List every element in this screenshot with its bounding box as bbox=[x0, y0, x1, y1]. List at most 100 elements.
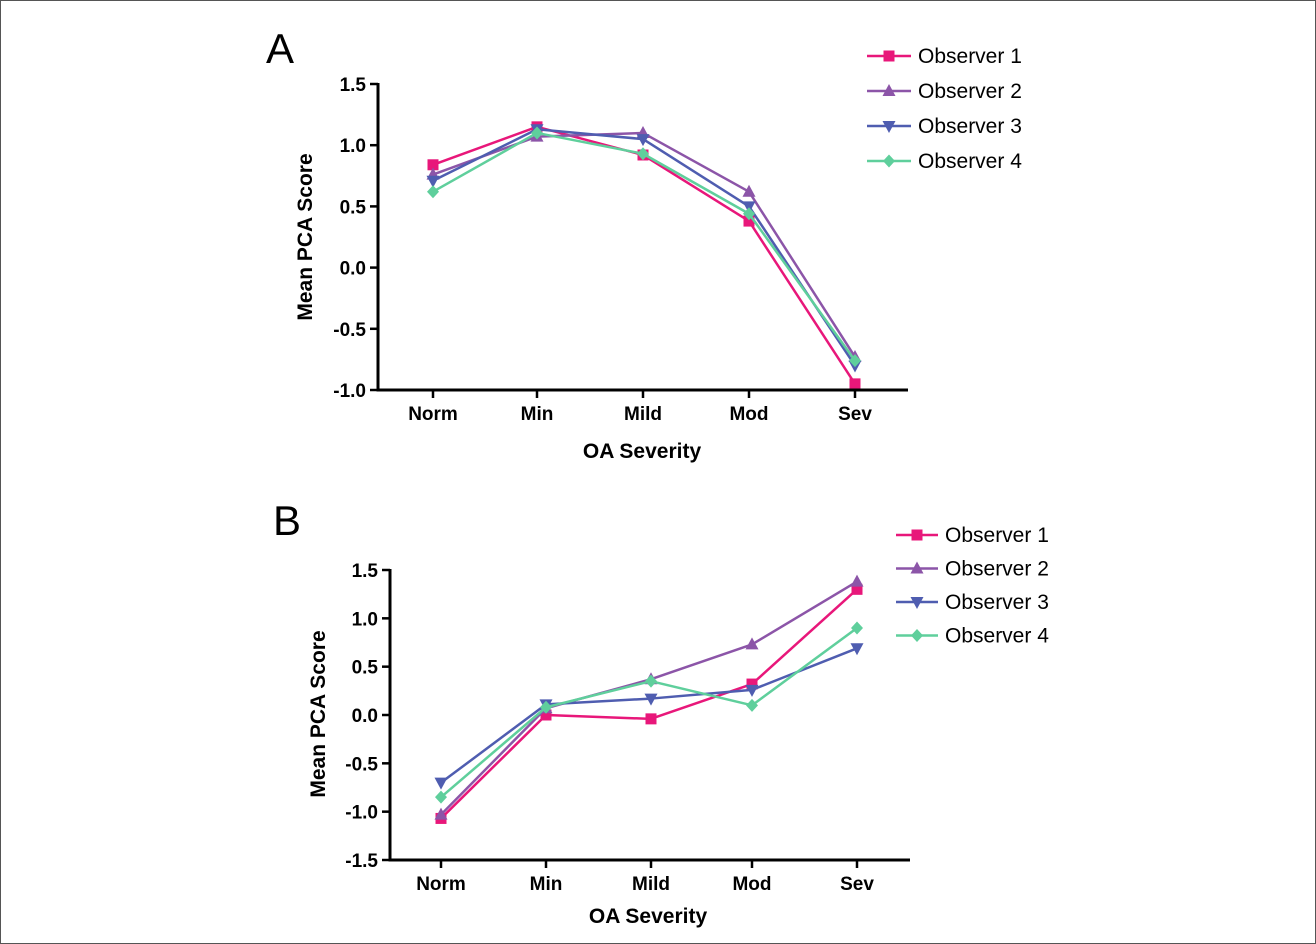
x-tick-label: Sev bbox=[840, 874, 874, 895]
data-point bbox=[849, 354, 861, 368]
data-point bbox=[742, 184, 756, 197]
legend-label: Observer 4 bbox=[945, 625, 1049, 648]
data-point bbox=[434, 807, 448, 820]
data-point bbox=[645, 713, 657, 725]
x-tick-label: Min bbox=[530, 874, 563, 895]
series-observer-1 bbox=[427, 121, 861, 390]
legend-label: Observer 1 bbox=[945, 524, 1049, 547]
data-point bbox=[427, 159, 439, 171]
series-observer-4 bbox=[435, 621, 863, 804]
y-tick-label: 1.0 bbox=[352, 609, 378, 630]
data-point bbox=[849, 378, 861, 390]
data-point bbox=[850, 643, 864, 656]
data-point bbox=[427, 185, 439, 199]
series-line bbox=[440, 626, 858, 799]
data-point bbox=[435, 790, 447, 804]
legend-marker bbox=[882, 121, 896, 133]
legend-label: Observer 2 bbox=[945, 558, 1049, 581]
series-observer-3 bbox=[426, 124, 862, 373]
series-line bbox=[432, 131, 857, 358]
legend-label: Observer 3 bbox=[918, 115, 1022, 138]
data-point bbox=[636, 134, 650, 147]
data-point bbox=[743, 215, 755, 227]
panel-a-y-axis-title: Mean PCA Score bbox=[294, 153, 317, 320]
y-tick-label: -1.5 bbox=[345, 851, 378, 872]
legend-marker bbox=[911, 529, 923, 541]
panel-b-x-axis-title: OA Severity bbox=[589, 905, 708, 928]
legend-item-observer-4: Observer 4 bbox=[867, 150, 1022, 173]
data-point bbox=[851, 583, 863, 595]
legend-label: Observer 1 bbox=[918, 45, 1022, 68]
y-tick-label: 0.0 bbox=[352, 706, 378, 727]
y-tick-label: 1.0 bbox=[340, 136, 366, 157]
panel-a-letter: A bbox=[266, 25, 294, 72]
x-tick-label: Mild bbox=[632, 874, 670, 895]
panel-a-legend: Observer 1 Observer 2 Observer 3 Observer 4 bbox=[867, 45, 1022, 173]
data-point bbox=[745, 684, 759, 697]
data-point bbox=[645, 674, 657, 688]
series-line bbox=[432, 125, 857, 385]
data-point bbox=[644, 693, 658, 706]
legend-label: Observer 3 bbox=[945, 591, 1049, 614]
series-observer-4 bbox=[427, 126, 861, 368]
legend-item-observer-1: Observer 1 bbox=[867, 45, 1022, 68]
series-line bbox=[432, 131, 857, 362]
series-observer-1 bbox=[435, 583, 863, 824]
data-point bbox=[746, 698, 758, 712]
panel-b-axes bbox=[388, 569, 910, 862]
x-tick-label: Mild bbox=[624, 404, 662, 425]
panel-b-legend: Observer 1 Observer 2 Observer 3 Observer 4 bbox=[896, 524, 1049, 648]
data-point bbox=[540, 700, 552, 714]
panel-a: A -1.0 -0.5 0.0 0.5 1.0 1.5 Norm Min Mild Mod Sev… bbox=[266, 25, 1022, 463]
y-tick-label: -0.5 bbox=[333, 320, 366, 341]
data-point bbox=[540, 709, 552, 721]
legend-item-observer-4: Observer 4 bbox=[896, 625, 1049, 648]
y-tick-label: -1.0 bbox=[333, 381, 366, 402]
y-tick-label: -1.0 bbox=[345, 803, 378, 824]
legend-item-observer-3: Observer 3 bbox=[896, 591, 1049, 614]
data-point bbox=[426, 175, 440, 188]
panel-b-y-ticks: -1.5 -1.0 -0.5 0.0 0.5 1.0 1.5 bbox=[345, 561, 390, 872]
x-tick-label: Mod bbox=[732, 874, 771, 895]
data-point bbox=[743, 207, 755, 221]
data-point bbox=[745, 637, 759, 650]
legend-marker bbox=[910, 561, 924, 574]
panel-b-letter: B bbox=[273, 497, 301, 544]
panel-a-y-ticks: -1.0 -0.5 0.0 0.5 1.0 1.5 bbox=[333, 75, 378, 402]
legend-marker bbox=[883, 50, 895, 62]
legend-item-observer-2: Observer 2 bbox=[896, 558, 1049, 581]
panel-a-x-axis-title: OA Severity bbox=[583, 440, 702, 463]
panel-a-axes bbox=[376, 83, 908, 392]
legend-item-observer-1: Observer 1 bbox=[896, 524, 1049, 547]
y-tick-label: 0.0 bbox=[340, 259, 366, 280]
data-point bbox=[746, 678, 758, 690]
data-point bbox=[434, 777, 448, 790]
data-point bbox=[851, 621, 863, 635]
series-observer-2 bbox=[426, 125, 862, 362]
series-line bbox=[432, 128, 857, 367]
legend-marker bbox=[882, 84, 896, 96]
legend-marker bbox=[910, 597, 924, 609]
y-tick-label: 1.5 bbox=[340, 75, 367, 96]
series-observer-3 bbox=[434, 643, 864, 790]
panel-b: B -1.5 -1.0 -0.5 0.0 0.5 1.0 1.5 Norm Min Mild Mo… bbox=[273, 497, 1049, 928]
panel-a-x-ticks: Norm Min Mild Mod Sev bbox=[408, 390, 872, 425]
data-point bbox=[637, 147, 649, 161]
panel-a-series bbox=[426, 121, 862, 390]
x-tick-label: Norm bbox=[408, 404, 458, 425]
y-tick-label: 0.5 bbox=[340, 197, 367, 218]
panel-b-x-ticks: Norm Min Mild Mod Sev bbox=[416, 860, 874, 895]
y-tick-label: 1.5 bbox=[352, 561, 379, 582]
y-tick-label: 0.5 bbox=[352, 658, 379, 679]
x-tick-label: Sev bbox=[838, 404, 872, 425]
series-line bbox=[440, 588, 858, 820]
legend-item-observer-2: Observer 2 bbox=[867, 80, 1022, 103]
y-tick-label: -0.5 bbox=[345, 754, 378, 775]
legend-marker bbox=[911, 629, 923, 642]
legend-marker bbox=[883, 154, 895, 168]
legend-label: Observer 2 bbox=[918, 80, 1022, 103]
data-point bbox=[850, 574, 864, 587]
legend-item-observer-3: Observer 3 bbox=[867, 115, 1022, 138]
